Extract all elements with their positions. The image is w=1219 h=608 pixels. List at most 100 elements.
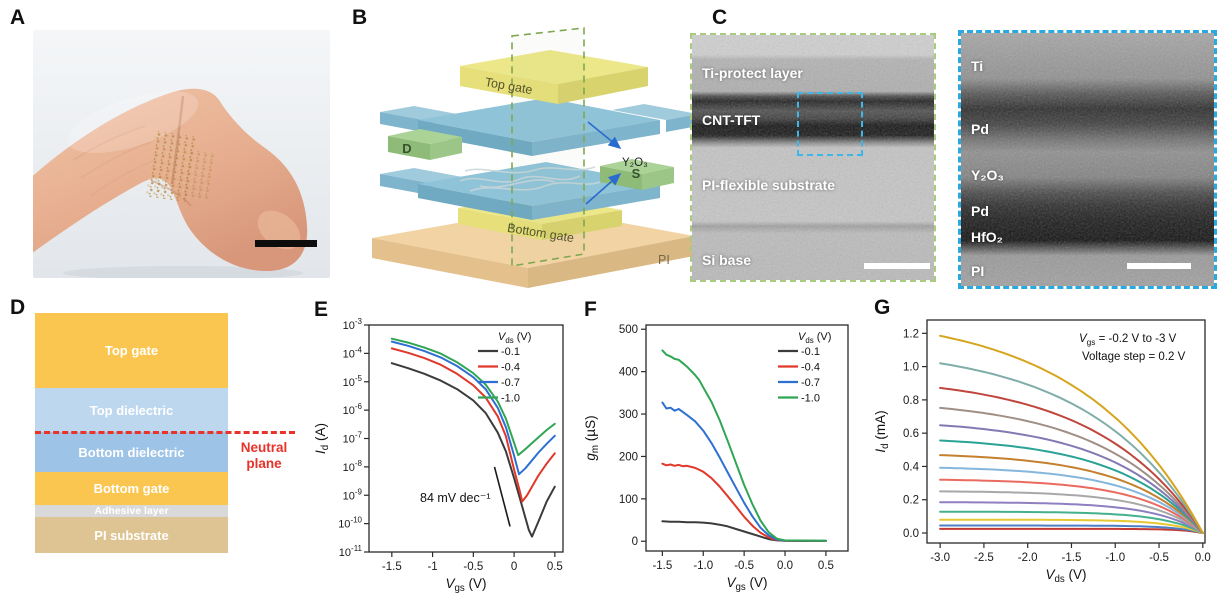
legend-entry-label: -1.0 [801, 393, 820, 405]
chart-annotation: Vgs = -0.2 V to -3 V [1079, 333, 1177, 347]
y-tick-label: 0.0 [903, 528, 919, 540]
device-schematic: Top gate Bottom gate D S Y₂O₃ PI [360, 16, 705, 288]
x-tick-label: 0.0 [1195, 552, 1211, 564]
data-series [939, 439, 1204, 534]
legend-entry-label: -0.4 [801, 362, 820, 374]
data-series [939, 524, 1204, 534]
y2o3-arrow-bottom [585, 172, 622, 205]
tem-layer-label: HfO₂ [971, 229, 1003, 245]
data-series [661, 401, 827, 542]
output-curves-chart: -3.0 -2.5 -2.0 -1.5 -1.0 -0.5 0.0 0.0 0.2 0.4 0.6 0… [872, 300, 1219, 600]
tem-layer-label: Y₂O₃ [971, 167, 1004, 183]
legend-entry-label: -0.1 [501, 346, 520, 358]
skin-wrinkle [90, 159, 156, 197]
y-tick-label: 10-5 [343, 374, 363, 389]
tem-zoom-box [797, 92, 863, 156]
drain-block [388, 129, 462, 160]
data-series [939, 510, 1204, 534]
x-tick-label: 0 [511, 561, 517, 573]
data-series [939, 334, 1204, 534]
tem-layer-label: Pd [971, 203, 989, 219]
x-tick-label: -0.5 [463, 561, 483, 573]
finger-photo [28, 30, 330, 280]
x-tick-label: -1.5 [652, 560, 672, 572]
skin-highlight [67, 90, 199, 154]
transfer-curves-chart: -1.5 -1 -0.5 0 0.5 10-3 10-4 10-5 10-6 10-7 10-8 10… [312, 300, 592, 600]
data-series [939, 478, 1204, 534]
panel-label-c: C [712, 6, 728, 29]
y-tick-label: 200 [619, 451, 638, 463]
x-tick-label: -0.5 [734, 560, 754, 572]
tem-zoom: Ti Pd Y₂O₃ Pd HfO₂ PI [958, 30, 1217, 289]
tem-layer-label: Ti-protect layer [702, 65, 803, 81]
scale-bar [1127, 263, 1191, 269]
y-tick-label: 1.2 [903, 328, 919, 340]
data-series [390, 362, 556, 538]
y2o3-label: Y₂O₃ [622, 157, 648, 169]
plot-frame [645, 324, 849, 552]
scale-bar [255, 240, 317, 247]
stack-layer-top-dielectric: Top dielectric [35, 388, 228, 432]
data-series [661, 462, 827, 542]
data-series [661, 349, 827, 542]
data-series [390, 347, 556, 503]
data-series [939, 490, 1204, 534]
x-tick-label: 0.5 [818, 560, 834, 572]
x-axis-label: Vds (V) [1045, 567, 1086, 585]
legend-entry-label: -0.1 [801, 346, 820, 358]
plot-frame [368, 324, 564, 553]
tem-layer-label: CNT-TFT [702, 112, 761, 128]
y-tick-label: 0 [632, 536, 638, 548]
x-axis-label: Vgs (V) [445, 576, 486, 594]
data-series [939, 518, 1204, 534]
x-tick-label: 0.0 [777, 560, 793, 572]
legend-entry-label: -0.7 [501, 377, 520, 389]
x-tick-label: -1 [427, 561, 437, 573]
x-axis-label: Vgs (V) [726, 575, 767, 593]
x-tick-label: -1.5 [382, 561, 402, 573]
y-tick-label: 10-3 [343, 317, 363, 332]
y-tick-label: 0.2 [903, 495, 919, 507]
stack-layer-adhesive: Adhesive layer [35, 505, 228, 517]
skin-wrinkle [72, 125, 146, 161]
data-series [661, 520, 827, 542]
tem-overview: Ti-protect layer CNT-TFT PI-flexible sub… [690, 33, 936, 282]
data-series [939, 406, 1204, 534]
y-tick-label: 10-9 [343, 487, 363, 502]
y-tick-label: 500 [619, 324, 638, 336]
legend-entry-label: -0.7 [801, 377, 820, 389]
y-tick-label: 10-4 [343, 345, 363, 360]
y2o3-arrow-top [587, 121, 622, 150]
y-tick-label: 1.0 [903, 362, 919, 374]
x-tick-label: -1.0 [1105, 552, 1125, 564]
chart-E-svg: -1.5 -1 -0.5 0 0.5 10-3 10-4 10-5 10-6 10-7 10-8 10… [313, 317, 564, 594]
y-tick-label: 100 [619, 494, 638, 506]
y-tick-label: 10-10 [338, 516, 362, 531]
x-tick-label: -3.0 [930, 552, 950, 564]
tem-layer-label: PI-flexible substrate [702, 177, 836, 193]
y-tick-label: 10-8 [343, 459, 363, 474]
layer-stack-diagram: Top gate Top dielectric Bottom dielectri… [35, 313, 228, 553]
y-tick-label: 300 [619, 409, 638, 421]
chart-annotation: Voltage step = 0.2 V [1082, 351, 1186, 363]
y-axis-label: Id (mA) [873, 410, 891, 452]
panel-label-b: B [352, 6, 368, 29]
y-tick-label: 10-11 [339, 544, 363, 559]
data-series [939, 527, 1204, 534]
scale-bar [864, 263, 930, 269]
legend-title: Vds (V) [498, 331, 531, 345]
panel-label-g: G [874, 296, 891, 319]
neutral-plane-label: Neutral plane [240, 440, 288, 471]
data-series [939, 362, 1204, 534]
tem-layer-label: Ti [971, 58, 984, 74]
skin-wrinkle [80, 141, 152, 179]
tem-layer-label: PI [971, 263, 985, 279]
transconductance-chart: -1.5 -1.0 -0.5 0.0 0.5 0 100 200 300 400 500 Vgs (V… [582, 300, 862, 600]
panel-label-e: E [314, 298, 329, 321]
cnt-film [145, 130, 214, 202]
data-series [939, 466, 1204, 534]
x-tick-label: 0.5 [547, 561, 563, 573]
tem-layer-label: Pd [971, 121, 989, 137]
legend-entry-label: -1.0 [501, 393, 520, 405]
x-tick-label: -0.5 [1149, 552, 1169, 564]
